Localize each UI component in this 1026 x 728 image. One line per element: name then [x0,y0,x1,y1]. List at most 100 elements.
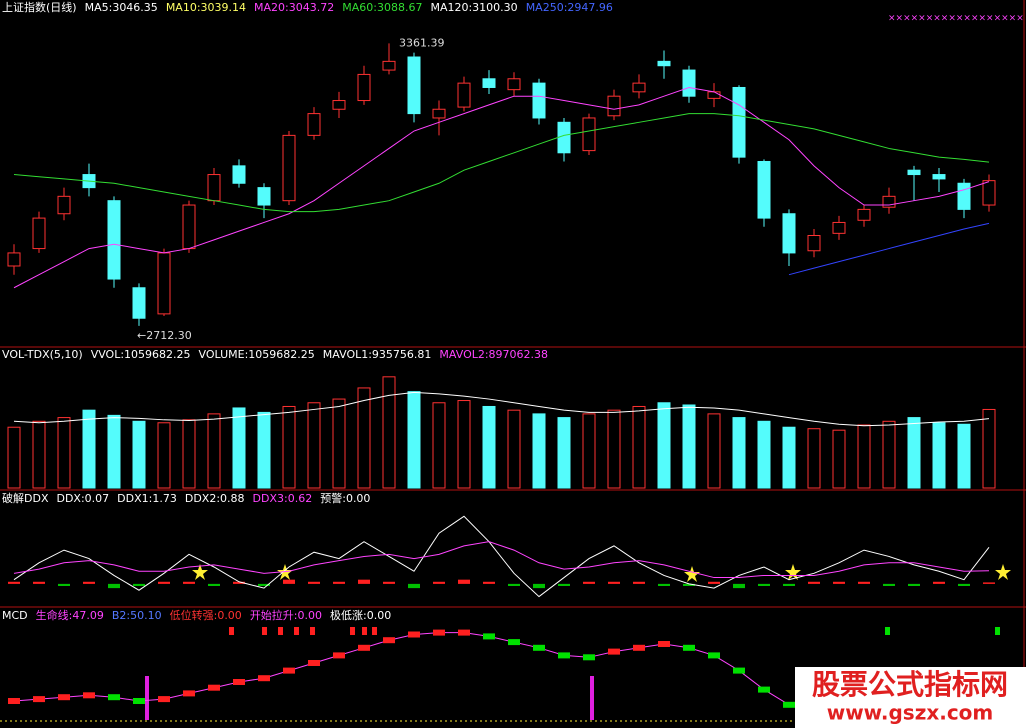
header-item: DDX1:1.73 [117,492,177,505]
header-item: 预警:0.00 [320,491,370,505]
volume-bar [607,409,621,489]
ddx-bar [8,581,20,584]
header-item: DDX3:0.62 [253,492,313,505]
volume-bar [782,426,796,489]
header-item: 生命线:47.09 [36,608,104,622]
ddx-bar [483,581,495,584]
ddx-bar [408,583,420,589]
candle-body [32,217,46,250]
header-item: VOLUME:1059682.25 [199,348,315,361]
life-line-point [783,701,795,708]
ddx-bar [883,583,895,586]
volume-bar [532,413,546,489]
indicator-line [13,391,990,427]
ddx-bar [833,581,845,584]
candle-body [457,82,471,108]
life-line-point [658,641,670,647]
life-line-point [383,637,395,644]
candle-body [757,160,771,219]
volume-bar [732,417,746,489]
life-line-point [8,698,20,704]
ddx-bar [633,581,645,584]
volume-bar [707,413,721,489]
header-item: 极低涨:0.00 [330,608,391,622]
header-item: MA5:3046.35 [85,1,158,14]
candle-body [432,108,446,119]
ddx-bar [958,583,970,586]
volume-bar [932,422,946,489]
volume-bar [57,417,71,489]
candle-body [182,204,196,250]
ddx-bar [108,583,120,589]
star [995,564,1011,580]
life-line-point [583,654,595,661]
ddx-bar [133,583,145,586]
watermark-box [795,667,1026,728]
signal-bar [372,627,377,635]
header-item: B2:50.10 [112,609,162,622]
watermark-title: 股票公式指标网 [812,668,1008,701]
watermark-url: www.gszx.com [827,701,994,725]
ddx-bar [783,583,795,586]
life-line-point [683,644,695,651]
candle-body [132,287,146,319]
volume-bar [382,376,396,489]
ddx-bar [283,579,295,584]
signal-bar [310,627,315,635]
ddx-bar [458,579,470,584]
ddx-bar [333,581,345,584]
candle-body [232,165,246,184]
low-strong-signals [229,627,377,635]
low-annotation: ←2712.30 [137,329,192,342]
volume-bar [132,420,146,489]
ddx-bar [808,581,820,584]
high-annotation: 3361.39 [399,36,445,49]
life-line-point [108,694,120,701]
volume-bar [582,413,596,489]
volume-bar [107,414,121,489]
candle-body [482,78,496,88]
ddx-bar [258,583,270,586]
ddx-bar [83,581,95,584]
ddx-bar [683,583,695,586]
candle-body [932,174,946,180]
candle-body [157,252,171,315]
ddx-bar [183,581,195,584]
candle-body [707,91,721,99]
candle-body [907,169,921,176]
volume-bar [7,426,21,489]
candle-body [307,113,321,136]
candle-body [207,174,221,202]
life-line-point [58,694,70,701]
ddx-bar [733,583,745,589]
marks: 上证指数(日线) MA5:3046.35 MA10:3039.14 MA20:3043… [2,0,996,716]
ddx-bar [608,581,620,584]
candle-body [532,82,546,119]
signal-bar [995,627,1000,635]
header-item: DDX2:0.88 [185,492,245,505]
volume-bar [957,423,971,489]
life-line-point [358,644,370,651]
volume-bar [82,409,96,489]
candle-body [557,121,571,154]
signal-bar [294,627,299,635]
candle-body [57,195,71,215]
life-line-point [83,692,95,699]
candle-body [632,82,646,93]
header-item: MA60:3088.67 [342,1,422,14]
signal-marks: ×××××××××××××××××× [888,14,1024,24]
candle-body [882,195,896,208]
volume-bar [882,420,896,489]
indicator-line [788,222,990,276]
volume-bar [282,405,296,489]
ddx-bar [308,581,320,584]
life-line-point [133,698,145,704]
ddx-bar [533,583,545,589]
candle-body [357,73,371,102]
candle-body [507,78,521,91]
volume-bar [632,405,646,489]
candle-body [257,187,271,206]
ddx-bar [708,581,720,584]
life-line-point [333,652,345,659]
header-item: DDX:0.07 [56,492,109,505]
